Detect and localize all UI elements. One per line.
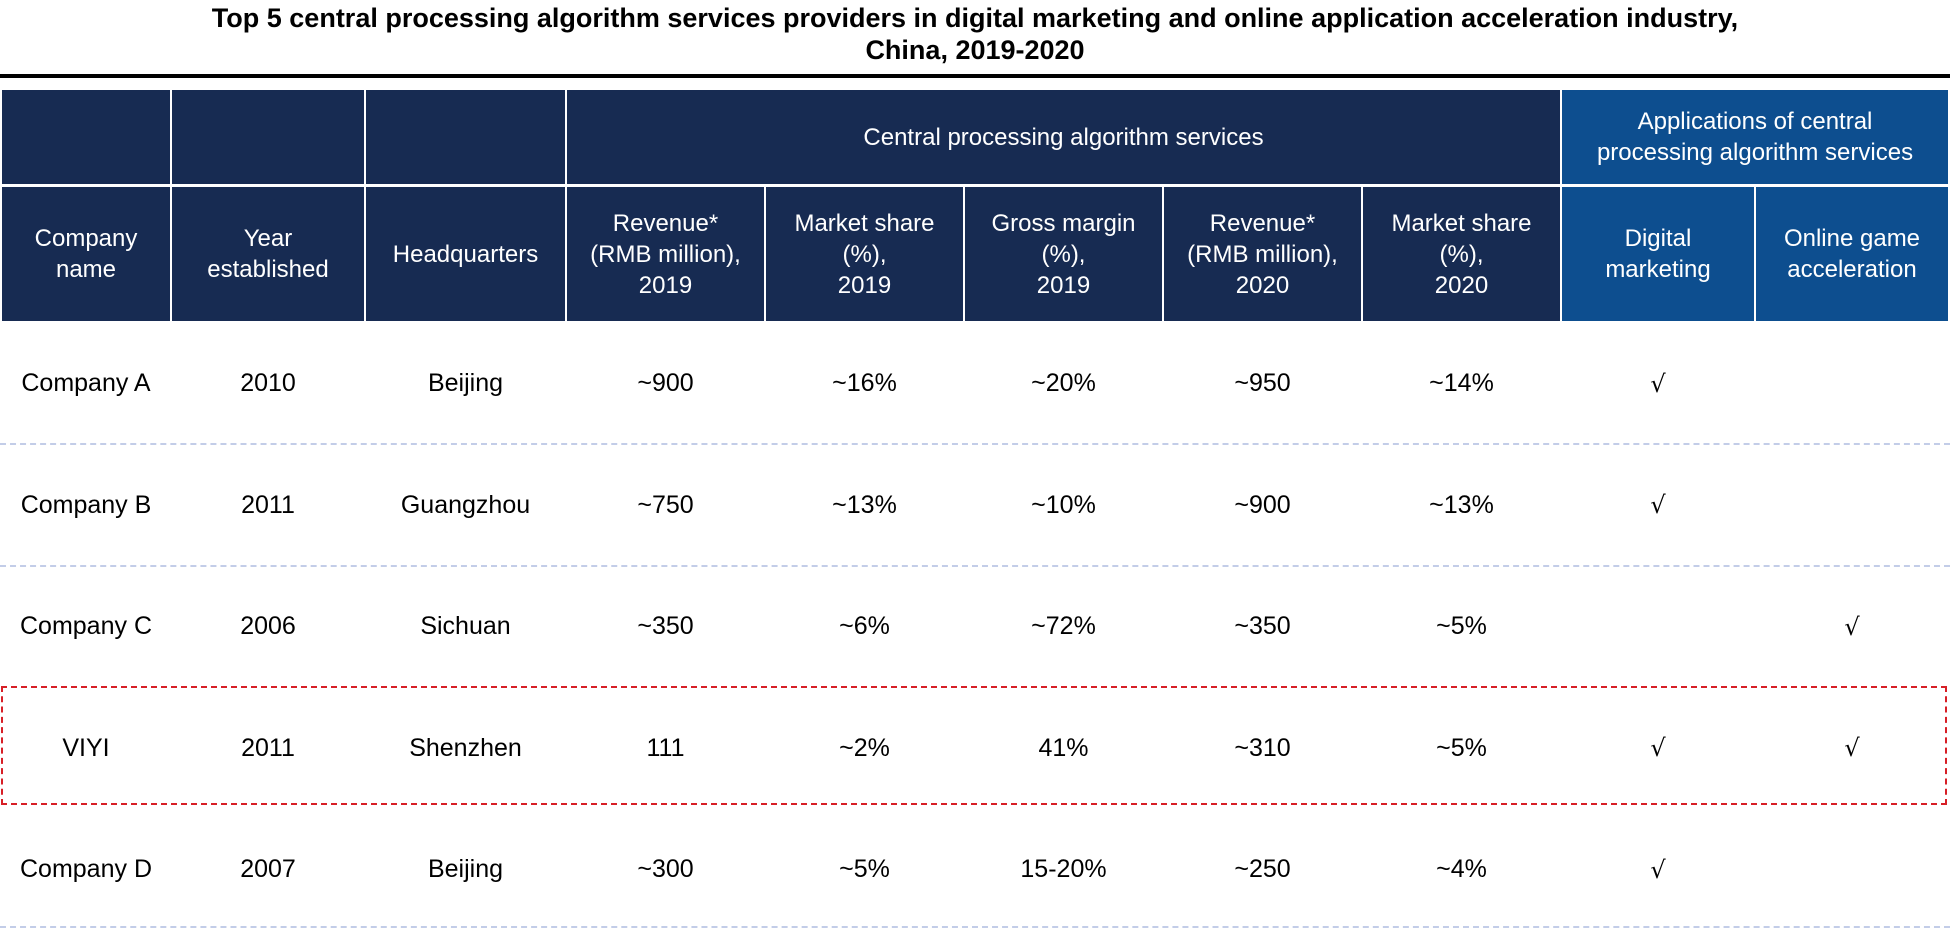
cell-year-established: 2006: [240, 612, 296, 641]
cell-company-name: Company B: [20, 490, 152, 519]
column-header-revenue-2020: Revenue* (RMB million), 2020: [1164, 187, 1361, 321]
viyi-highlight-box: [1, 686, 1947, 805]
column-header-label: Online game acceleration: [1783, 225, 1921, 283]
title-line-1: Top 5 central processing algorithm servi…: [211, 3, 1739, 33]
cell-market-share-2020: ~5%: [1436, 612, 1487, 641]
column-header-label: Digital marketing: [1605, 225, 1711, 283]
cell-market-share-2020: ~14%: [1429, 369, 1494, 398]
column-header-label: Company name: [34, 225, 138, 283]
cell-company-name: VIYI: [62, 733, 110, 762]
header-blank-cell: [2, 90, 170, 184]
header-group-label: Central processing algorithm services: [863, 123, 1264, 151]
column-header-label: Market share (%), 2019: [794, 209, 935, 299]
check-mark-online-game-acceleration: [1756, 809, 1948, 931]
header-group-applications: Applications of central processing algor…: [1562, 90, 1948, 184]
cell-revenue-2020: ~250: [1234, 855, 1291, 884]
cell-headquarters: Shenzhen: [409, 733, 522, 762]
header-group-central-processing: Central processing algorithm services: [567, 90, 1560, 184]
cell-market-share-2019: ~16%: [832, 369, 897, 398]
cell-revenue-2019: ~750: [637, 490, 694, 519]
cell-headquarters: Beijing: [427, 369, 504, 398]
cell-gross-margin-2019: 41%: [1038, 733, 1089, 762]
column-header-year-established: Year established: [172, 187, 364, 321]
cell-market-share-2020: ~13%: [1429, 490, 1494, 519]
header-group-label: Applications of central processing algor…: [1596, 108, 1914, 166]
column-header-revenue-2019: Revenue* (RMB million), 2019: [567, 187, 764, 321]
table-title: Top 5 central processing algorithm servi…: [0, 0, 1950, 66]
cell-company-name: Company D: [20, 855, 152, 884]
check-mark-online-game-acceleration: √: [1844, 612, 1860, 641]
cell-year-established: 2011: [241, 733, 295, 762]
header-blank-cell: [172, 90, 364, 184]
cell-revenue-2019: ~900: [637, 369, 694, 398]
column-header-label: Revenue* (RMB million), 2020: [1187, 209, 1338, 299]
cell-revenue-2020: ~350: [1234, 612, 1291, 641]
check-mark-online-game-acceleration: [1756, 445, 1948, 567]
cell-headquarters: Beijing: [427, 855, 504, 884]
column-header-gross-margin-2019: Gross margin (%), 2019: [965, 187, 1162, 321]
check-mark-digital-marketing: [1562, 566, 1754, 688]
row-separator: [0, 565, 1950, 567]
column-header-label: Revenue* (RMB million), 2019: [590, 209, 741, 299]
cell-gross-margin-2019: ~20%: [1031, 369, 1096, 398]
cell-company-name: Company C: [20, 612, 152, 641]
column-header-digital-marketing: Digital marketing: [1562, 187, 1754, 321]
cell-gross-margin-2019: ~72%: [1031, 612, 1096, 641]
cell-year-established: 2011: [241, 490, 295, 519]
title-line-2: China, 2019-2020: [865, 35, 1085, 65]
check-mark-digital-marketing: √: [1650, 369, 1666, 398]
cell-company-name: Company A: [21, 369, 151, 398]
cell-revenue-2020: ~310: [1234, 733, 1291, 762]
cell-market-share-2019: ~5%: [839, 855, 890, 884]
check-mark-online-game-acceleration: [1756, 323, 1948, 445]
column-header-label: Market share (%), 2020: [1391, 209, 1532, 299]
column-header-online-game-acceleration: Online game acceleration: [1756, 187, 1948, 321]
column-header-label: Year established: [207, 225, 329, 283]
cell-market-share-2019: ~2%: [839, 733, 890, 762]
cell-year-established: 2010: [240, 369, 296, 398]
title-underline: [0, 74, 1950, 78]
column-header-company-name: Company name: [2, 187, 170, 321]
check-mark-online-game-acceleration: √: [1844, 734, 1860, 763]
check-mark-digital-marketing: √: [1650, 855, 1666, 884]
header-blank-cell: [366, 90, 565, 184]
cell-revenue-2019: 111: [646, 733, 685, 762]
cell-headquarters: Guangzhou: [400, 490, 531, 519]
cell-gross-margin-2019: ~10%: [1031, 490, 1096, 519]
cell-year-established: 2007: [240, 855, 296, 884]
row-separator: [0, 443, 1950, 445]
cell-market-share-2019: ~6%: [839, 612, 890, 641]
cell-revenue-2019: ~350: [637, 612, 694, 641]
row-separator: [0, 926, 1950, 928]
check-mark-digital-marketing: √: [1650, 734, 1666, 763]
cell-market-share-2020: ~5%: [1436, 733, 1487, 762]
cell-market-share-2019: ~13%: [832, 490, 897, 519]
cell-gross-margin-2019: 15-20%: [1020, 855, 1107, 884]
cell-revenue-2019: ~300: [637, 855, 694, 884]
cell-market-share-2020: ~4%: [1436, 855, 1487, 884]
column-header-market-share-2019: Market share (%), 2019: [766, 187, 963, 321]
column-header-label: Headquarters: [392, 240, 539, 268]
check-mark-digital-marketing: √: [1650, 491, 1666, 520]
cell-revenue-2020: ~950: [1234, 369, 1291, 398]
cell-headquarters: Sichuan: [420, 612, 511, 641]
column-header-label: Gross margin (%), 2019: [991, 209, 1136, 299]
cell-revenue-2020: ~900: [1234, 490, 1291, 519]
column-header-market-share-2020: Market share (%), 2020: [1363, 187, 1560, 321]
column-header-headquarters: Headquarters: [366, 187, 565, 321]
